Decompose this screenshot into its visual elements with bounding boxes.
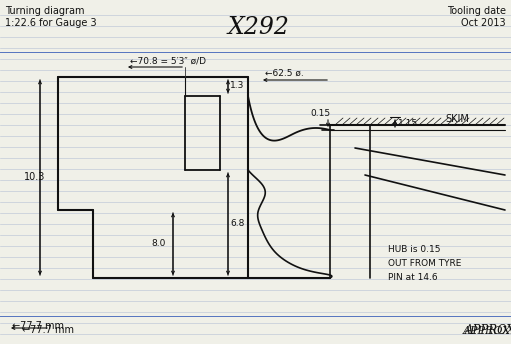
Text: SKIM: SKIM — [445, 114, 469, 124]
Text: ←77.7 mm: ←77.7 mm — [12, 321, 64, 331]
Text: 0.15: 0.15 — [310, 108, 330, 118]
Text: Turning diagram: Turning diagram — [5, 6, 84, 16]
Text: ←62.5 ø.: ←62.5 ø. — [265, 69, 304, 78]
Text: 1.3: 1.3 — [230, 82, 244, 90]
Text: 8.0: 8.0 — [151, 239, 166, 248]
Text: 1:22.6 for Gauge 3: 1:22.6 for Gauge 3 — [5, 18, 97, 28]
Text: X292: X292 — [227, 15, 289, 39]
Text: Tooling date: Tooling date — [447, 6, 506, 16]
Text: 1.15: 1.15 — [398, 118, 418, 128]
Text: 10.3: 10.3 — [24, 172, 45, 182]
Text: HUB is 0.15
OUT FROM TYRE
PIN at 14.6: HUB is 0.15 OUT FROM TYRE PIN at 14.6 — [388, 245, 461, 282]
Text: Oct 2013: Oct 2013 — [461, 18, 506, 28]
Text: APPROX: APPROX — [464, 324, 511, 337]
Text: 6.8: 6.8 — [230, 219, 244, 228]
Text: ←70.8 = 5′3″ ø/D: ←70.8 = 5′3″ ø/D — [130, 56, 206, 65]
Text: APPROX: APPROX — [463, 326, 511, 336]
Text: ←77.7 mm: ←77.7 mm — [22, 325, 74, 335]
